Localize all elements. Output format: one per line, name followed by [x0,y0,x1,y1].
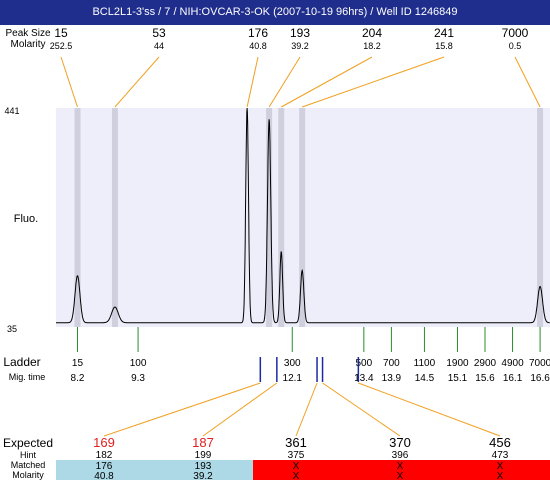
expected-connector [358,382,501,437]
matched-molarity-label: X [497,471,504,480]
peak-connector [514,56,541,108]
hint-size-label: 375 [288,450,305,461]
peak-molarity-label: 0.5 [509,41,522,51]
peak-connector [281,56,373,108]
hint-size-label: 182 [96,450,113,461]
peak-connector [60,56,78,108]
y-axis-max-label: 441 [4,106,19,116]
ladder-time-label: 12.1 [283,373,303,384]
ladder-row-label: Ladder [3,355,40,369]
peak-band [266,108,273,327]
ladder-size-label: 1100 [414,358,436,369]
matched-molarity-label: X [293,471,300,480]
expected-connector [322,382,401,437]
hint-size-label: 199 [195,450,212,461]
matched-molarity-label: 39.2 [193,471,213,480]
ladder-time-label: 8.2 [71,373,85,384]
ladder-size-label: 700 [383,358,400,369]
expected-connector [295,382,318,437]
hint-size-label: 473 [492,450,509,461]
expected-size-label: 370 [389,435,411,450]
expected-size-label: 456 [489,435,511,450]
matched-row-label: Matched [11,460,46,470]
peak-connector [302,56,445,108]
peak-molarity-label: 44 [154,41,164,51]
ladder-time-label: 16.6 [530,373,550,384]
ladder-size-label: 500 [356,358,373,369]
peak-size-label: 53 [152,26,166,40]
ladder-size-label: 15 [72,358,84,369]
matched-fail-band [253,460,550,480]
matched-size-label: X [497,461,504,472]
peak-band [537,108,544,327]
matched-size-label: X [397,461,404,472]
ladder-size-label: 300 [284,358,301,369]
ladder-size-label: 7000 [529,358,550,369]
peak-molarity-label: 252.5 [50,41,73,51]
mig-time-row-label: Mig. time [9,372,46,382]
ladder-size-label: 100 [130,358,147,369]
matched-size-label: 176 [96,461,113,472]
peak-band [299,108,306,327]
peak-connector [246,56,259,108]
matched-size-label: 193 [195,461,212,472]
peak-size-label: 176 [248,26,268,40]
peak-connector [114,56,160,108]
ladder-size-label: 4900 [501,358,524,369]
title-bar [0,0,550,25]
ladder-time-label: 15.6 [475,373,495,384]
peak-molarity-label: 39.2 [291,41,309,51]
peak-size-label: 241 [434,26,454,40]
peak-band [74,108,81,327]
matched-molarity-label: X [397,471,404,480]
expected-connector [202,382,278,437]
hint-size-label: 396 [392,450,409,461]
ladder-time-label: 13.4 [354,373,374,384]
expected-size-label: 361 [285,435,307,450]
matched-molarity-label: 40.8 [94,471,114,480]
peak-size-label: 15 [54,26,68,40]
fluorescence-trace [56,107,550,324]
peak-size-row-label: Peak Size [5,28,50,39]
ladder-time-label: 16.1 [503,373,523,384]
peak-molarity-label: 18.2 [363,41,381,51]
expected-size-label: 187 [192,435,214,450]
ladder-time-label: 13.9 [382,373,402,384]
peak-size-label: 204 [362,26,382,40]
matched-ok-band [56,460,253,480]
ladder-time-label: 15.1 [448,373,468,384]
peak-size-label: 193 [290,26,310,40]
ladder-size-label: 1900 [446,358,469,369]
y-axis-min-label: 35 [7,324,17,334]
molarity-bottom-row-label: Molarity [12,470,44,480]
peak-molarity-label: 40.8 [249,41,267,51]
ladder-time-label: 9.3 [131,373,145,384]
peak-molarity-label: 15.8 [435,41,453,51]
expected-connector [103,382,261,437]
expected-row-label: Expected [3,436,53,450]
peak-connector [268,56,301,108]
chart-title: BCL2L1-3'ss / 7 / NIH:OVCAR-3-OK (2007-1… [92,6,458,18]
matched-size-label: X [293,461,300,472]
molarity-row-label: Molarity [10,39,45,50]
ladder-size-label: 2900 [474,358,497,369]
peak-band [278,108,285,327]
peak-band [111,108,118,327]
expected-size-label: 169 [93,435,115,450]
peak-size-label: 7000 [502,26,529,40]
y-axis-title: Fluo. [14,213,38,225]
ladder-time-label: 14.5 [415,373,435,384]
hint-row-label: Hint [20,450,37,460]
